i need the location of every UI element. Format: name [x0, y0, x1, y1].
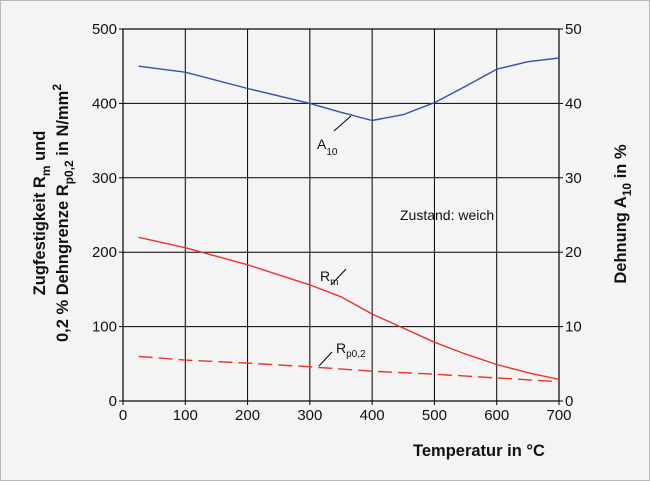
x-tick-label-0: 0: [119, 407, 127, 424]
left-y-tick-label-100: 100: [92, 319, 117, 336]
right-y-tick-label-10: 10: [565, 319, 582, 336]
left-y-axis-title-line1: Zugfestigkeit Rm und: [31, 131, 53, 296]
left-y-tick-label-400: 400: [92, 95, 117, 112]
right-y-tick-label-30: 30: [565, 170, 582, 187]
x-tick-label-700: 700: [546, 407, 571, 424]
right-y-tick-label-40: 40: [565, 95, 582, 112]
leader-rm: [330, 268, 347, 286]
grid: [122, 28, 560, 402]
left-y-axis-title-line2: 0,2 % Dehngrenze Rp0,2 in N/mm2: [50, 84, 76, 342]
series-label-rm: Rm: [320, 268, 338, 288]
series-label-rp02: Rp0,2: [336, 340, 366, 360]
right-y-axis-title: Dehnung A10 in %: [612, 144, 634, 284]
x-tick-label-300: 300: [297, 407, 322, 424]
left-y-tick-label-200: 200: [92, 244, 117, 261]
x-tick-label-200: 200: [235, 407, 260, 424]
series-lines: [138, 57, 560, 383]
series-label-a10: A10: [317, 136, 338, 158]
condition-annotation: Zustand: weich: [400, 207, 494, 223]
leader-rp02: [318, 351, 333, 367]
plot-area: [123, 29, 559, 401]
right-y-tick-labels: 0 10 20 30 40 50: [559, 21, 582, 410]
leader-a10: [333, 115, 352, 132]
x-tick-label-100: 100: [173, 407, 198, 424]
x-tick-labels: 0 100 200 300 400 500 600 700: [119, 401, 572, 424]
x-tick-label-600: 600: [484, 407, 509, 424]
series-line-rm: [138, 236, 560, 381]
x-tick-label-500: 500: [422, 407, 447, 424]
right-y-tick-label-0: 0: [565, 393, 573, 410]
series-line-a10: [138, 57, 560, 122]
series-label-leaders: [318, 115, 352, 367]
right-y-tick-label-20: 20: [565, 244, 582, 261]
left-y-tick-label-300: 300: [92, 170, 117, 187]
x-axis-title: Temperatur in °C: [413, 442, 545, 460]
left-y-tick-label-500: 500: [92, 21, 117, 38]
x-tick-label-400: 400: [360, 407, 385, 424]
series-line-rp02: [138, 355, 560, 383]
right-y-tick-label-50: 50: [565, 21, 582, 38]
left-y-tick-labels: 0 100 200 300 400 500: [92, 21, 123, 410]
left-y-tick-label-0: 0: [109, 393, 117, 410]
plot-border: [122, 28, 560, 402]
